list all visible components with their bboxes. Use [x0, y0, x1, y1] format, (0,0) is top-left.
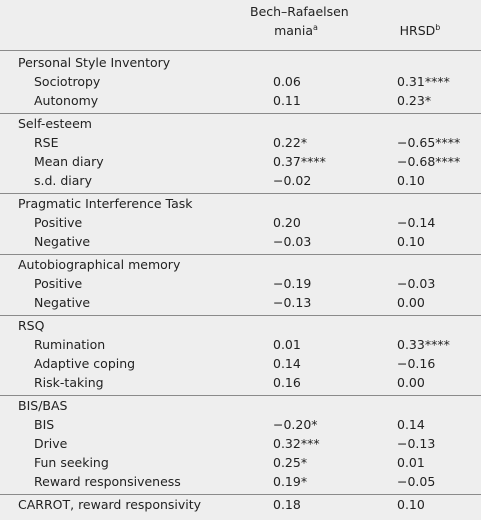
- row-label: Positive: [34, 215, 83, 230]
- group-title: Personal Style Inventory: [18, 55, 171, 70]
- column-header: HRSDb: [385, 21, 455, 40]
- row-label: RSE: [34, 135, 59, 150]
- rule: [0, 193, 481, 194]
- cell: −0.05: [397, 474, 436, 489]
- row-label: s.d. diary: [34, 173, 92, 188]
- row-label: Reward responsiveness: [34, 474, 181, 489]
- cell: 0.10: [397, 173, 425, 188]
- cell: −0.14: [397, 215, 436, 230]
- cell: 0.01: [397, 455, 425, 470]
- row-label: Adaptive coping: [34, 356, 136, 371]
- cell: −0.20*: [273, 417, 318, 432]
- cell: 0.00: [397, 295, 425, 310]
- cell: 0.18: [273, 497, 301, 512]
- rule: [0, 254, 481, 255]
- group-title: RSQ: [18, 318, 45, 333]
- row-label: Positive: [34, 276, 83, 291]
- cell: 0.11: [273, 93, 301, 108]
- cell: 0.10: [397, 234, 425, 249]
- cell: −0.02: [273, 173, 312, 188]
- cell: 0.14: [397, 417, 425, 432]
- footnote-mark: a: [313, 22, 318, 32]
- cell: 0.31****: [397, 74, 450, 89]
- cell: 0.19*: [273, 474, 308, 489]
- row-label: Negative: [34, 295, 91, 310]
- cell: 0.06: [273, 74, 301, 89]
- cell: 0.23*: [397, 93, 432, 108]
- cell: −0.13: [397, 436, 436, 451]
- column-header: Bech–Rafaelsen maniaa: [250, 2, 349, 40]
- cell: 0.16: [273, 375, 301, 390]
- cell: 0.37****: [273, 154, 326, 169]
- cell: 0.33****: [397, 337, 450, 352]
- cell: −0.03: [397, 276, 436, 291]
- row-label: Autonomy: [34, 93, 99, 108]
- rule: [0, 315, 481, 316]
- group-title: Autobiographical memory: [18, 257, 181, 272]
- header-text: Bech–Rafaelsen: [250, 4, 349, 19]
- group-title: Pragmatic Interference Task: [18, 196, 193, 211]
- row-label: Sociotropy: [34, 74, 101, 89]
- group-title: BIS/BAS: [18, 398, 68, 413]
- cell: 0.32***: [273, 436, 320, 451]
- row-label: Negative: [34, 234, 91, 249]
- cell: 0.00: [397, 375, 425, 390]
- cell: 0.14: [273, 356, 301, 371]
- cell: 0.10: [397, 497, 425, 512]
- group-title: Self-esteem: [18, 116, 92, 131]
- footnote-mark: b: [435, 22, 441, 32]
- cell: −0.19: [273, 276, 312, 291]
- header-text: HRSD: [399, 23, 436, 38]
- row-label: Fun seeking: [34, 455, 109, 470]
- rule: [0, 113, 481, 114]
- rule: [0, 395, 481, 396]
- row-label: BIS: [34, 417, 55, 432]
- group-title: CARROT, reward responsivity: [18, 497, 202, 512]
- cell: −0.68****: [397, 154, 461, 169]
- header-text: mania: [274, 23, 313, 38]
- row-label: Mean diary: [34, 154, 104, 169]
- cell: −0.03: [273, 234, 312, 249]
- cell: −0.16: [397, 356, 436, 371]
- cell: −0.13: [273, 295, 312, 310]
- rule: [0, 494, 481, 495]
- row-label: Drive: [34, 436, 68, 451]
- cell: 0.01: [273, 337, 301, 352]
- cell: 0.22*: [273, 135, 308, 150]
- cell: −0.65****: [397, 135, 461, 150]
- cell: 0.20: [273, 215, 301, 230]
- row-label: Rumination: [34, 337, 106, 352]
- rule: [0, 50, 481, 51]
- cell: 0.25*: [273, 455, 308, 470]
- row-label: Risk-taking: [34, 375, 104, 390]
